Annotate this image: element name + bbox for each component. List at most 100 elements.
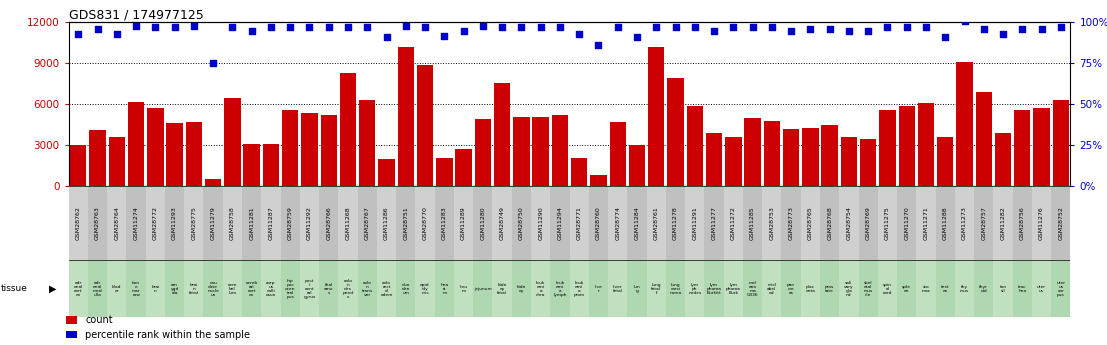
Bar <box>69 186 87 260</box>
Bar <box>146 260 165 317</box>
Text: jejunum: jejunum <box>474 287 492 291</box>
Text: GSM28762: GSM28762 <box>75 206 81 240</box>
Text: post
i
cent
ral
gyrus: post i cent ral gyrus <box>303 279 315 299</box>
Text: bon
e
mar
row: bon e mar row <box>132 281 141 297</box>
Text: sali
vary
gla
nd: sali vary gla nd <box>845 281 853 297</box>
Bar <box>608 260 628 317</box>
Text: GSM28775: GSM28775 <box>192 206 196 240</box>
Bar <box>956 62 973 186</box>
Text: GSM28761: GSM28761 <box>654 207 659 240</box>
Bar <box>686 106 703 186</box>
Bar <box>859 186 878 260</box>
Bar <box>300 260 319 317</box>
Text: GSM28772: GSM28772 <box>153 206 158 240</box>
Text: GSM11291: GSM11291 <box>692 207 697 240</box>
Bar <box>897 186 917 260</box>
Text: GSM28758: GSM28758 <box>230 207 235 240</box>
Text: leuk
emi
a
chro: leuk emi a chro <box>536 281 546 297</box>
Bar <box>937 137 953 186</box>
Bar <box>610 122 625 186</box>
Bar <box>993 260 1013 317</box>
Bar <box>935 186 955 260</box>
Point <box>551 24 569 30</box>
Text: GSM28767: GSM28767 <box>365 206 370 240</box>
Bar <box>608 186 628 260</box>
Bar <box>744 118 761 186</box>
Text: thy
mus: thy mus <box>960 285 969 293</box>
Point <box>763 24 780 30</box>
Bar <box>550 186 569 260</box>
Point <box>744 24 762 30</box>
Bar <box>955 186 974 260</box>
Text: GSM11290: GSM11290 <box>538 207 544 240</box>
Bar <box>417 65 433 186</box>
Point <box>531 24 549 30</box>
Point <box>955 18 973 23</box>
Bar <box>668 78 684 186</box>
Point <box>89 26 106 32</box>
Bar <box>473 186 493 260</box>
Text: cereb
ral
cort
ex: cereb ral cort ex <box>246 281 258 297</box>
Point <box>570 31 588 37</box>
Bar <box>974 260 993 317</box>
Bar <box>899 106 914 186</box>
Bar <box>454 260 473 317</box>
Text: GSM11283: GSM11283 <box>442 207 447 240</box>
Text: pros
tate: pros tate <box>825 285 835 293</box>
Point <box>416 24 434 30</box>
Bar <box>1013 186 1032 260</box>
Text: hip
poc
ocen
tral
pus: hip poc ocen tral pus <box>284 279 296 299</box>
Bar <box>763 260 782 317</box>
Bar <box>628 260 646 317</box>
Bar <box>376 186 396 260</box>
Bar <box>628 186 646 260</box>
Bar <box>186 122 203 186</box>
Point <box>1013 26 1031 32</box>
Text: GSM28766: GSM28766 <box>327 207 331 240</box>
Point <box>108 31 126 37</box>
Bar <box>493 186 511 260</box>
Point <box>879 24 897 30</box>
Text: GSM11276: GSM11276 <box>1039 207 1044 240</box>
Point <box>820 26 838 32</box>
Text: lym
phoma
Burk: lym phoma Burk <box>726 283 741 295</box>
Point <box>783 28 800 33</box>
Point <box>185 23 203 28</box>
Text: GSM11270: GSM11270 <box>904 207 909 240</box>
Text: tissue: tissue <box>1 284 28 294</box>
Bar <box>301 112 318 186</box>
Point <box>590 42 608 48</box>
Point <box>917 24 934 30</box>
Text: kidn
ey: kidn ey <box>517 285 526 293</box>
Bar <box>917 186 935 260</box>
Bar <box>165 186 184 260</box>
Bar <box>725 137 742 186</box>
Text: duo
den
um: duo den um <box>402 283 410 295</box>
Bar <box>839 260 859 317</box>
Text: colo
rect
al
adem: colo rect al adem <box>381 281 393 297</box>
Bar <box>685 186 704 260</box>
Bar <box>69 260 87 317</box>
Bar <box>550 260 569 317</box>
Bar <box>724 186 743 260</box>
Text: GSM28770: GSM28770 <box>423 206 427 240</box>
Bar <box>569 260 589 317</box>
Text: GSM11285: GSM11285 <box>751 207 755 240</box>
Text: liver
fetal: liver fetal <box>612 285 623 293</box>
Bar <box>108 137 125 186</box>
Bar <box>205 179 221 186</box>
Text: GSM28752: GSM28752 <box>1058 206 1064 240</box>
Text: epid
idy
mis: epid idy mis <box>421 283 430 295</box>
Text: GSM28750: GSM28750 <box>519 207 524 240</box>
Text: GSM11272: GSM11272 <box>731 206 736 240</box>
Bar <box>955 260 974 317</box>
Point <box>205 61 223 66</box>
Text: GSM28759: GSM28759 <box>288 206 292 240</box>
Text: colo
n
des
pend
s: colo n des pend s <box>342 279 353 299</box>
Bar <box>147 108 164 186</box>
Text: GSM28765: GSM28765 <box>808 207 813 240</box>
Bar <box>995 133 1011 186</box>
Text: GSM11294: GSM11294 <box>558 206 562 240</box>
Bar <box>70 145 86 186</box>
Point <box>859 28 877 33</box>
